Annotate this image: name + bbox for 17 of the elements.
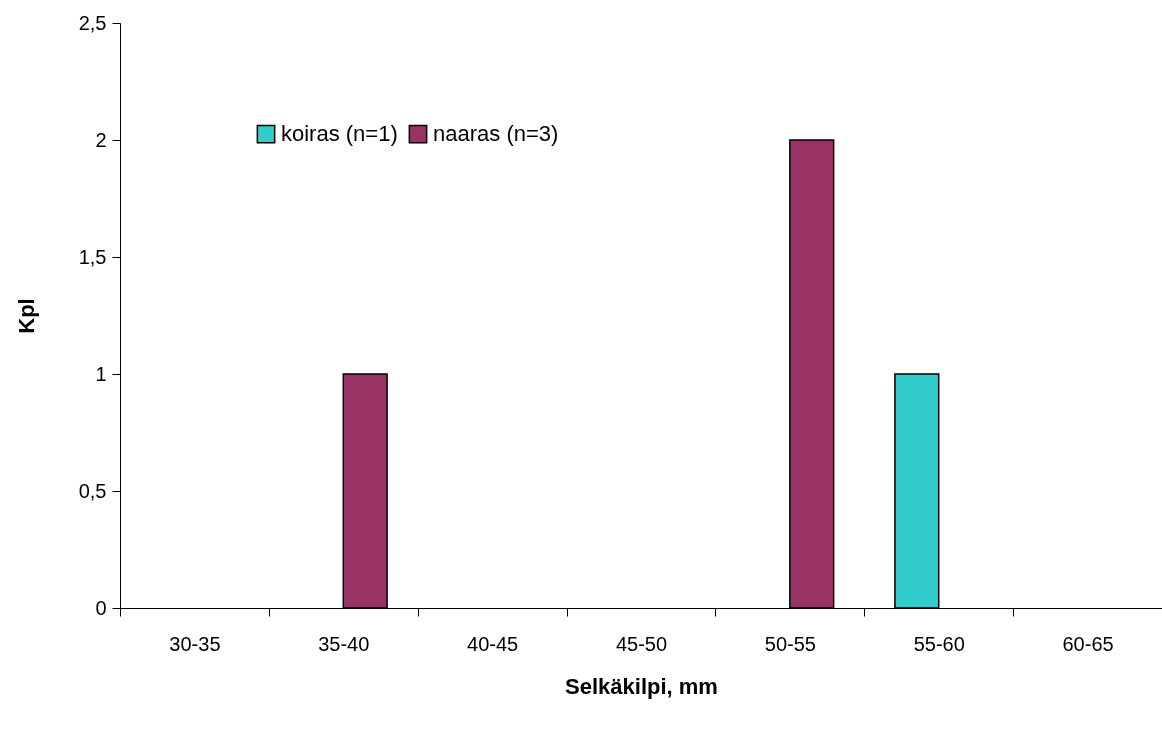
x-tick-label: 50-55 <box>764 632 816 655</box>
legend-label: koiras (n=1) <box>281 121 398 147</box>
y-tick-label: 0 <box>95 596 107 619</box>
y-tick-label: 0,5 <box>78 479 107 502</box>
x-tick-label: 60-65 <box>1062 632 1114 655</box>
x-tick-label: 55-60 <box>913 632 965 655</box>
y-tick-label: 1 <box>95 362 107 385</box>
x-tick-label: 45-50 <box>615 632 668 655</box>
y-axis-title: Kpl <box>13 298 39 334</box>
y-tick-label: 1,5 <box>78 245 107 268</box>
x-tick-label: 35-40 <box>318 632 370 655</box>
x-tick-label: 40-45 <box>467 632 519 655</box>
x-axis-title: Selkäkilpi, mm <box>565 673 718 699</box>
x-tick-label: 30-35 <box>169 632 221 655</box>
y-tick-label: 2,5 <box>78 11 107 34</box>
legend-label: naaras (n=3) <box>433 121 559 147</box>
y-tick-label: 2 <box>95 128 107 151</box>
